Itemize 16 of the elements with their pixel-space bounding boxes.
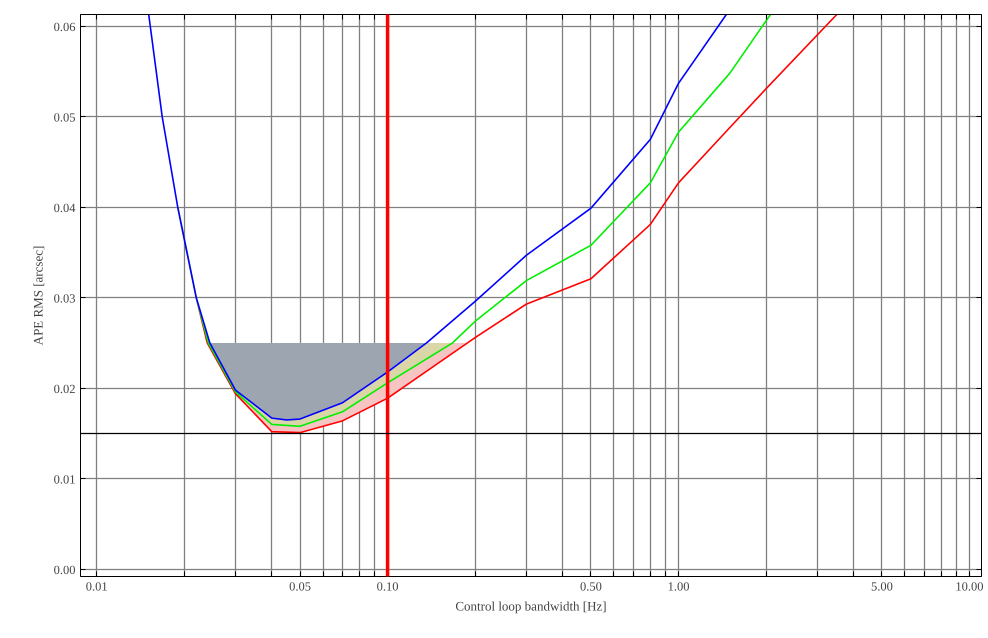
y-tick-label: 0.03 bbox=[54, 291, 76, 306]
x-tick-label: 10.00 bbox=[955, 580, 984, 594]
y-tick-label: 0.00 bbox=[54, 562, 76, 577]
y-tick-label: 0.06 bbox=[54, 20, 76, 34]
x-tick-label: 5.00 bbox=[870, 580, 893, 594]
y-tick-label: 0.01 bbox=[54, 472, 76, 486]
x-tick-label: 0.50 bbox=[580, 580, 602, 594]
y-tick-label: 0.05 bbox=[54, 110, 76, 124]
y-axis-title: APE RMS [arcsec] bbox=[30, 246, 46, 346]
x-tick-label: 0.01 bbox=[86, 580, 108, 594]
x-tick-label: 0.10 bbox=[376, 580, 399, 594]
x-tick-label: 0.05 bbox=[289, 580, 311, 594]
x-axis-title: Control loop bandwidth [Hz] bbox=[455, 598, 607, 614]
y-tick-label: 0.04 bbox=[54, 200, 76, 215]
y-tick-label: 0.02 bbox=[54, 382, 76, 396]
x-tick-label: 1.00 bbox=[668, 580, 690, 594]
